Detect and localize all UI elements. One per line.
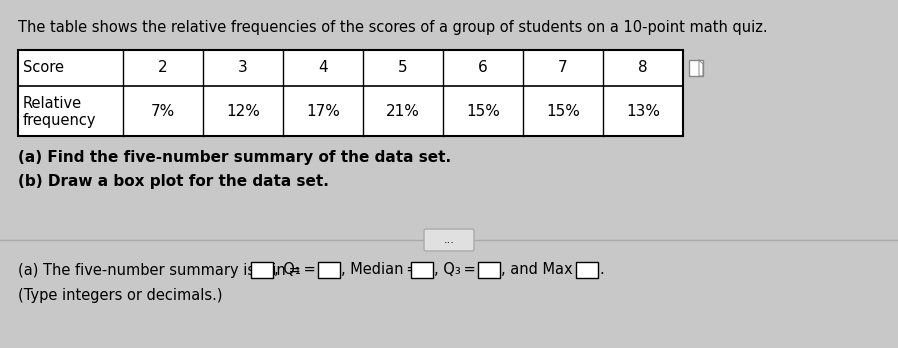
Text: 17%: 17% xyxy=(306,103,340,119)
Text: 2: 2 xyxy=(158,61,168,76)
Text: ...: ... xyxy=(444,235,454,245)
Bar xyxy=(689,60,703,76)
FancyBboxPatch shape xyxy=(424,229,474,251)
Text: Score: Score xyxy=(23,61,64,76)
Text: (a) Find the five-number summary of the data set.: (a) Find the five-number summary of the … xyxy=(18,150,451,165)
Bar xyxy=(251,262,273,278)
Text: 6: 6 xyxy=(478,61,488,76)
Text: Relative: Relative xyxy=(23,95,82,111)
Bar xyxy=(410,262,433,278)
Bar xyxy=(18,50,683,136)
Text: , Q₃ =: , Q₃ = xyxy=(434,262,478,277)
Text: 21%: 21% xyxy=(386,103,420,119)
Bar xyxy=(318,262,340,278)
Text: 15%: 15% xyxy=(546,103,580,119)
Bar xyxy=(478,262,499,278)
Text: 4: 4 xyxy=(318,61,328,76)
Text: 5: 5 xyxy=(398,61,408,76)
Text: The table shows the relative frequencies of the scores of a group of students on: The table shows the relative frequencies… xyxy=(18,20,768,35)
Text: , Q₁ =: , Q₁ = xyxy=(274,262,319,277)
Bar xyxy=(577,262,598,278)
Bar xyxy=(18,50,683,136)
Text: 8: 8 xyxy=(638,61,647,76)
Text: 7%: 7% xyxy=(151,103,175,119)
Text: (a) The five-number summary is Min =: (a) The five-number summary is Min = xyxy=(18,262,304,277)
Text: , and Max =: , and Max = xyxy=(500,262,590,277)
Text: , Median =: , Median = xyxy=(341,262,421,277)
Text: (Type integers or decimals.): (Type integers or decimals.) xyxy=(18,288,223,303)
Text: .: . xyxy=(599,262,604,277)
Text: 15%: 15% xyxy=(466,103,500,119)
Text: 13%: 13% xyxy=(626,103,660,119)
Text: 12%: 12% xyxy=(226,103,260,119)
Text: frequency: frequency xyxy=(23,112,96,127)
Text: 3: 3 xyxy=(238,61,248,76)
Text: 7: 7 xyxy=(559,61,568,76)
Text: (b) Draw a box plot for the data set.: (b) Draw a box plot for the data set. xyxy=(18,174,329,189)
